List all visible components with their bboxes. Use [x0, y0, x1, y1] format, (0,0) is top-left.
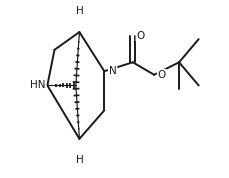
- Text: H: H: [75, 6, 83, 16]
- Text: O: O: [136, 31, 144, 41]
- Text: H: H: [75, 155, 83, 165]
- Text: HN: HN: [30, 80, 45, 90]
- Text: O: O: [157, 70, 165, 80]
- Text: N: N: [108, 66, 116, 76]
